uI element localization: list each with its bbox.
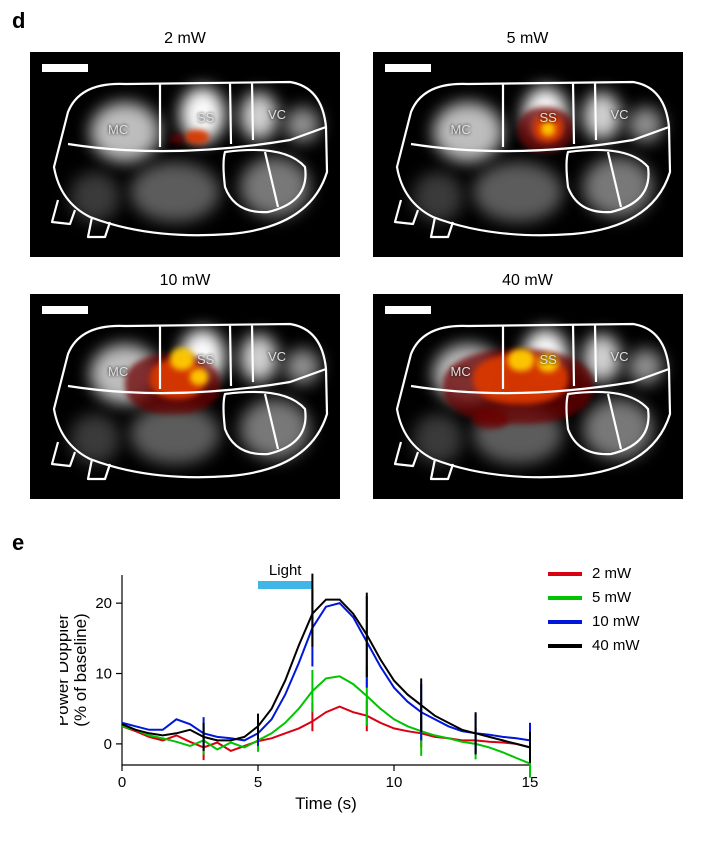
x-tick-label: 10 [386, 774, 403, 791]
legend-swatch [548, 572, 582, 576]
x-tick-label: 5 [254, 774, 262, 791]
panel-label-e: e [12, 530, 24, 556]
region-label: SS [197, 110, 214, 125]
legend-label: 10 mW [592, 613, 640, 630]
legend-label: 5 mW [592, 589, 631, 606]
region-label: SS [197, 352, 214, 367]
scale-bar [42, 306, 88, 314]
y-tick-label: 10 [95, 666, 112, 683]
line-chart-power-doppler: 05101501020Time (s)Power Doppler(% of ba… [60, 555, 660, 815]
series-line [122, 603, 530, 740]
region-label: MC [108, 122, 128, 137]
x-axis-label: Time (s) [295, 794, 357, 813]
legend-item: 40 mW [548, 637, 640, 654]
scale-bar [385, 306, 431, 314]
legend-swatch [548, 620, 582, 624]
region-label: MC [108, 364, 128, 379]
brain-title: 5 mW [373, 30, 683, 48]
y-axis-label: Power Doppler(% of baseline) [60, 613, 90, 726]
region-label: MC [451, 364, 471, 379]
brain-outline [30, 52, 340, 257]
brain-image: MC SS VC [30, 52, 340, 257]
brain-image: MC SS VC [373, 294, 683, 499]
panel-label-d: d [12, 8, 25, 34]
brain-cell: 2 mW MC SS VC [30, 30, 340, 257]
brain-cell: 40 mW MC SS VC [373, 272, 683, 499]
legend-label: 2 mW [592, 565, 631, 582]
brain-title: 2 mW [30, 30, 340, 48]
x-tick-label: 0 [118, 774, 126, 791]
legend-item: 5 mW [548, 589, 631, 606]
legend-swatch [548, 596, 582, 600]
brain-image-grid: 2 mW MC SS VC 5 mW MC SS VC 10 mW MC SS VC 40 mW MC SS… [30, 30, 690, 499]
series-line [122, 600, 530, 748]
legend-item: 2 mW [548, 565, 631, 582]
region-label: VC [611, 107, 629, 122]
legend-swatch [548, 644, 582, 648]
light-label: Light [269, 562, 302, 579]
legend-item: 10 mW [548, 613, 640, 630]
series-line [122, 676, 530, 763]
legend-label: 40 mW [592, 637, 640, 654]
scale-bar [42, 64, 88, 72]
axes [122, 575, 530, 765]
brain-title: 40 mW [373, 272, 683, 290]
brain-outline [373, 52, 683, 257]
region-label: SS [540, 110, 557, 125]
brain-title: 10 mW [30, 272, 340, 290]
y-tick-label: 20 [95, 595, 112, 612]
region-label: VC [268, 107, 286, 122]
brain-outline [30, 294, 340, 499]
brain-cell: 5 mW MC SS VC [373, 30, 683, 257]
region-label: VC [268, 349, 286, 364]
region-label: SS [540, 352, 557, 367]
y-tick-label: 0 [104, 736, 112, 753]
region-label: VC [611, 349, 629, 364]
brain-cell: 10 mW MC SS VC [30, 272, 340, 499]
brain-image: MC SS VC [373, 52, 683, 257]
scale-bar [385, 64, 431, 72]
light-stimulus-bar [258, 581, 312, 589]
region-label: MC [451, 122, 471, 137]
brain-outline [373, 294, 683, 499]
brain-image: MC SS VC [30, 294, 340, 499]
